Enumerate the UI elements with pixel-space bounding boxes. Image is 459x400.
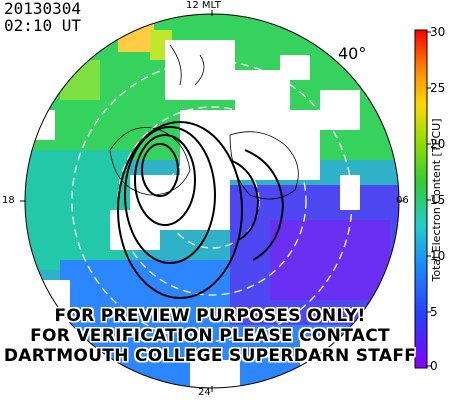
- watermark-line-2: FOR VERIFICATION PLEASE CONTACT: [30, 326, 390, 346]
- gap-9: [30, 110, 55, 140]
- gap-11: [190, 360, 240, 388]
- contour-6: [244, 149, 285, 261]
- colorbar-tick-label: 5: [430, 305, 438, 319]
- mlt-label-dawn: 06: [396, 195, 409, 206]
- contour-5: [229, 159, 260, 241]
- map-date: 20130304: [4, 0, 82, 18]
- contour-1: [141, 143, 179, 197]
- lat-circle-60: [71, 60, 353, 342]
- map-time: 02:10 UT: [4, 16, 82, 35]
- colorbar-tick-label: 30: [430, 25, 446, 39]
- mlt-label-midnight: 24: [198, 387, 211, 398]
- mlt-label-dusk: 18: [2, 195, 15, 206]
- coastline-3: [169, 44, 205, 86]
- gap-1: [165, 40, 235, 100]
- tec-pre-noon: [60, 60, 100, 100]
- gap-3: [180, 110, 320, 180]
- contour-4: [117, 121, 243, 299]
- colorbar-tick-label: 0: [430, 359, 438, 373]
- contour-3: [124, 126, 216, 264]
- colorbar-tick-label: 10: [430, 249, 446, 263]
- colorbar-tick-label: 25: [430, 81, 446, 95]
- colorbar-tick-label: 15: [430, 193, 446, 207]
- contour-2: [134, 134, 196, 226]
- colorbar-tick-label: 20: [430, 137, 446, 151]
- watermark-line-3: DARTMOUTH COLLEGE SUPERDARN STAFF: [3, 346, 417, 366]
- colorbar: [414, 29, 428, 369]
- coastline-1: [109, 127, 191, 196]
- lat-circle-80: [164, 153, 260, 249]
- watermark-line-1: FOR PREVIEW PURPOSES ONLY!: [54, 306, 366, 326]
- gap-7: [280, 55, 310, 80]
- gap-8: [340, 175, 360, 210]
- latitude-label: 40°: [338, 44, 367, 63]
- mlt-label-noon: 12 MLT: [186, 0, 221, 11]
- tec-noon-high: [118, 22, 154, 52]
- lat-circle-70: [117, 106, 307, 296]
- gap-6: [320, 90, 360, 130]
- tec-dawn-deep: [270, 220, 390, 300]
